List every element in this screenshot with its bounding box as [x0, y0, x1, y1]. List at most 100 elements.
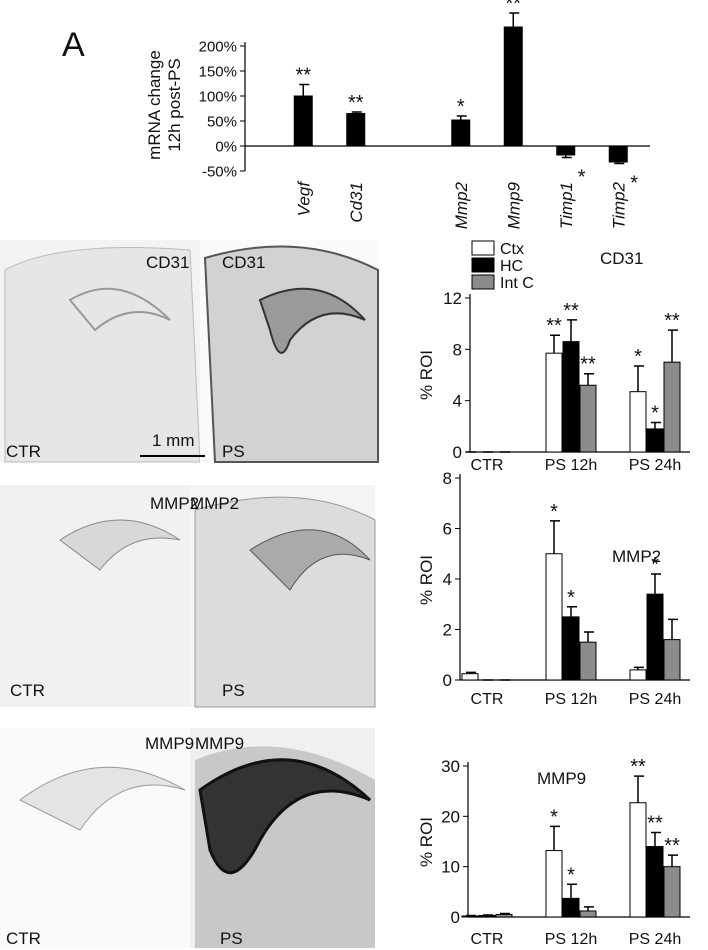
- error-bar: [614, 162, 625, 165]
- bar: [545, 553, 563, 681]
- bar: [646, 593, 664, 681]
- error-bar: [466, 671, 476, 674]
- y-tick-label: 50%: [207, 113, 237, 130]
- error-bar: [651, 573, 661, 595]
- micrograph-b: [0, 240, 379, 463]
- error-bar: [634, 775, 644, 803]
- y-tick-label: 30: [441, 757, 460, 776]
- significance-mark: *: [651, 402, 659, 424]
- chart-title: MMP9: [537, 769, 586, 788]
- legend-label: HC: [500, 258, 523, 275]
- error-bar: [550, 825, 560, 851]
- y-axis-label: % ROI: [417, 817, 436, 867]
- y-axis-label: % ROI: [417, 350, 436, 400]
- significance-mark: **: [647, 812, 663, 834]
- x-tick-label: PS 24h: [629, 931, 681, 948]
- stain-label: MMP2: [190, 494, 239, 513]
- y-tick-label: 0%: [215, 138, 237, 155]
- y-axis-label: 12h post-PS: [165, 58, 184, 152]
- x-tick-label: CTR: [471, 457, 504, 474]
- x-tick-label: PS 24h: [629, 691, 681, 708]
- significance-mark: **: [664, 835, 680, 857]
- y-axis-label: mRNA change: [145, 50, 164, 160]
- significance-mark: *: [651, 554, 659, 576]
- y-tick-label: 0: [443, 671, 452, 690]
- error-bar: [651, 421, 661, 429]
- bar: [608, 145, 628, 163]
- significance-mark: **: [630, 756, 646, 778]
- y-axis-label: % ROI: [417, 555, 436, 605]
- error-bar: [584, 372, 594, 386]
- y-tick-label: 4: [443, 570, 452, 589]
- significance-mark: *: [567, 864, 575, 886]
- significance-mark: **: [563, 300, 579, 322]
- condition-label: PS: [220, 929, 243, 948]
- error-bar: [561, 155, 572, 159]
- x-tick-label: PS 12h: [545, 457, 597, 474]
- bar: [629, 802, 647, 918]
- stain-label: CD31: [146, 253, 189, 272]
- bar: [545, 352, 563, 453]
- stain-label: CD31: [222, 253, 265, 272]
- x-tick-label: PS 12h: [545, 931, 597, 948]
- condition-label: PS: [222, 442, 245, 461]
- y-tick-label: -50%: [202, 163, 237, 180]
- y-tick-label: 6: [443, 519, 452, 538]
- x-tick-label: Timp1: [557, 182, 576, 229]
- significance-mark: *: [634, 346, 642, 368]
- micrograph-d: [0, 728, 375, 948]
- condition-label: CTR: [10, 681, 45, 700]
- error-bar: [567, 883, 577, 899]
- significance-mark: *: [630, 173, 638, 195]
- stain-label: MMP2: [150, 494, 199, 513]
- significance-mark: **: [664, 310, 680, 332]
- error-bar: [651, 831, 661, 847]
- condition-label: CTR: [6, 929, 41, 948]
- x-tick-label: Vegf: [294, 180, 313, 217]
- error-bar: [509, 12, 520, 27]
- bar: [663, 361, 681, 453]
- x-tick-label: PS 12h: [545, 691, 597, 708]
- error-bar: [567, 319, 577, 342]
- bar: [562, 897, 580, 918]
- significance-mark: **: [505, 0, 521, 15]
- significance-mark: *: [457, 96, 465, 118]
- x-tick-label: Mmp2: [452, 181, 471, 229]
- error-bar: [550, 334, 560, 354]
- significance-mark: *: [550, 501, 558, 523]
- scale-bar-label: 1 mm: [152, 431, 195, 450]
- y-tick-label: 150%: [199, 63, 237, 80]
- significance-mark: *: [578, 167, 586, 189]
- x-tick-label: PS 24h: [629, 457, 681, 474]
- error-bar: [351, 111, 362, 114]
- x-tick-label: CTR: [471, 691, 504, 708]
- y-tick-label: 8: [453, 340, 462, 359]
- y-tick-label: 8: [443, 469, 452, 488]
- significance-mark: *: [567, 587, 575, 609]
- error-bar: [500, 912, 510, 915]
- error-bar: [584, 906, 594, 911]
- significance-mark: *: [550, 806, 558, 828]
- chart-title: CD31: [600, 249, 643, 268]
- chart-title: MMP2: [612, 547, 661, 566]
- error-bar: [584, 631, 594, 643]
- x-tick-label: Cd31: [347, 182, 366, 223]
- error-bar: [634, 365, 644, 392]
- panel-label: A: [62, 26, 85, 64]
- bar: [579, 384, 597, 453]
- micrograph-c: [0, 485, 376, 708]
- y-tick-label: 10: [441, 858, 460, 877]
- error-bar: [668, 618, 678, 640]
- significance-mark: **: [295, 65, 311, 87]
- bar: [495, 913, 513, 918]
- legend-label: Int C: [500, 275, 534, 292]
- significance-mark: **: [580, 354, 596, 376]
- error-bar: [466, 914, 476, 917]
- error-bar: [456, 115, 467, 120]
- bar: [556, 145, 576, 156]
- y-tick-label: 100%: [199, 88, 237, 105]
- bar: [663, 639, 681, 681]
- y-tick-label: 20: [441, 807, 460, 826]
- error-bar: [483, 914, 493, 916]
- y-tick-label: 2: [443, 620, 452, 639]
